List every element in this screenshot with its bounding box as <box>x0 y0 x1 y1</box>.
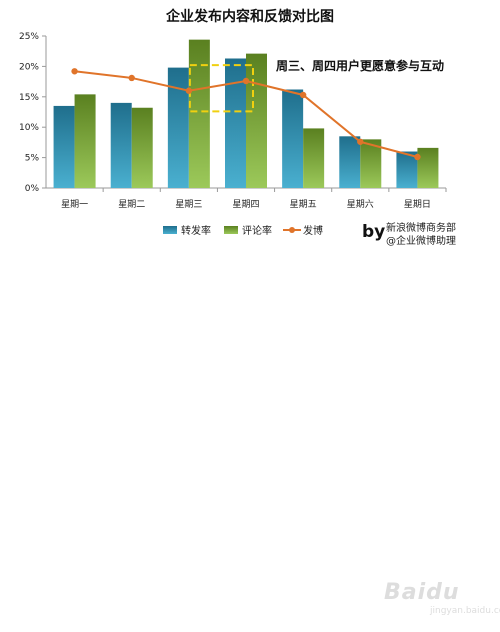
x-tick-label: 星期三 <box>175 199 202 210</box>
legend-layer: 转发率 评论率 发博 <box>163 224 323 237</box>
y-tick-label: 5% <box>25 154 40 164</box>
bar-pinglun-3 <box>188 39 210 189</box>
bar-zhuanfa-4 <box>225 58 246 188</box>
point-fabo-6 <box>357 138 364 145</box>
chart-annotation: 周三、周四用户更愿意参与互动 <box>276 59 445 73</box>
watermark-logo: Baidu <box>384 580 460 605</box>
x-tick-label: 星期四 <box>232 199 259 210</box>
point-fabo-5 <box>299 91 307 99</box>
bar-pinglun-6 <box>360 139 382 188</box>
x-tick-label: 星期二 <box>118 199 145 210</box>
y-tick-label: 0% <box>25 184 40 194</box>
bar-pinglun-5 <box>303 128 325 188</box>
y-tick-label: 20% <box>19 62 39 72</box>
legend-label-1: 评论率 <box>242 224 272 237</box>
bar-zhuanfa-2 <box>110 102 132 188</box>
x-tick-label: 星期六 <box>347 198 374 210</box>
bar-zhuanfa-6 <box>339 136 361 188</box>
legend-label-0: 转发率 <box>181 224 211 237</box>
credit-line-1: 新浪微博商务部 <box>386 223 456 234</box>
y-tick-label: 25% <box>19 32 39 42</box>
bars-layer <box>53 39 439 189</box>
chart-title: 企业发布内容和反馈对比图 <box>166 9 334 25</box>
labels-layer: 0% 5% 10% 15% 20% 25% 星期一 星期二 星期三 星期四 星期五 星期六 星期日 <box>19 32 431 210</box>
bar-pinglun-7 <box>417 147 439 188</box>
bar-zhuanfa-3 <box>167 67 189 188</box>
credit-by: by <box>362 222 386 242</box>
legend-label-2: 发博 <box>303 224 323 237</box>
point-fabo-1 <box>71 68 78 75</box>
bar-pinglun-2 <box>131 107 153 188</box>
y-tick-label: 10% <box>19 123 39 133</box>
bar-zhuanfa-1 <box>53 105 75 188</box>
point-fabo-4 <box>242 77 250 85</box>
line-layer <box>71 68 421 161</box>
x-tick-label: 星期日 <box>404 199 431 210</box>
legend-swatch-0 <box>163 226 177 234</box>
y-tick-label: 15% <box>19 93 39 103</box>
watermark-sub: jingyan.baidu.com <box>430 606 500 616</box>
credit-line-2: @企业微博助理 <box>386 236 456 247</box>
point-fabo-7 <box>414 153 421 161</box>
x-tick-label: 星期五 <box>290 199 317 210</box>
legend-line-marker <box>289 227 295 233</box>
bar-pinglun-4 <box>246 53 267 188</box>
legend-swatch-1 <box>224 226 238 234</box>
bar-zhuanfa-5 <box>282 89 304 188</box>
x-tick-label: 星期一 <box>61 199 88 210</box>
point-fabo-3 <box>185 87 193 94</box>
bar-zhuanfa-7 <box>396 151 418 188</box>
point-fabo-2 <box>128 74 135 82</box>
bar-pinglun-1 <box>74 94 96 188</box>
